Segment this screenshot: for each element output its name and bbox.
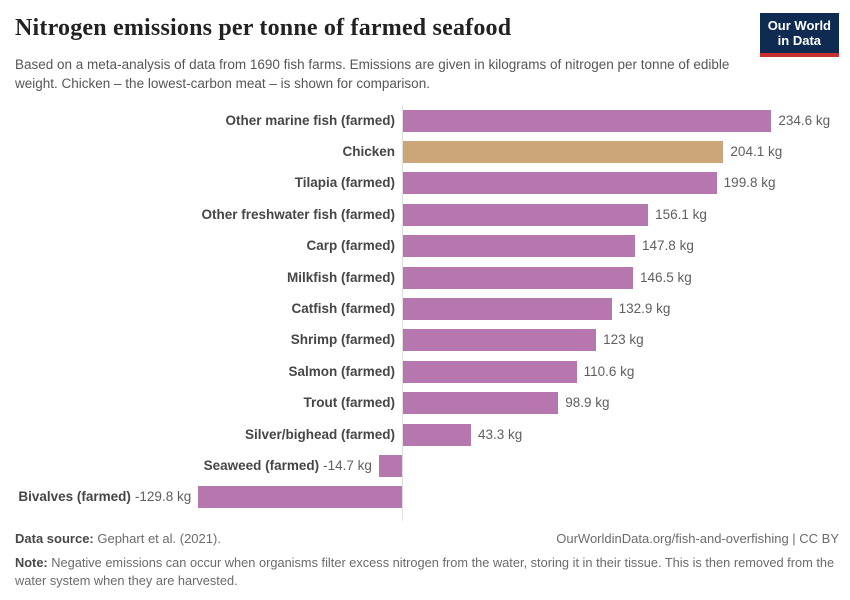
bar[interactable] <box>403 392 559 415</box>
bar[interactable] <box>403 297 612 320</box>
footer: Data source: Gephart et al. (2021). OurW… <box>15 531 839 546</box>
category-label: Carp (farmed) <box>306 238 395 254</box>
value-label: 110.6 kg <box>583 363 635 379</box>
data-source: Data source: Gephart et al. (2021). <box>15 531 221 546</box>
data-source-value: Gephart et al. (2021). <box>93 531 221 546</box>
category-label: Tilapia (farmed) <box>294 175 395 191</box>
value-label: -14.7 kg <box>323 457 372 473</box>
chart-row: Other marine fish (farmed) 234.6 kg <box>0 105 850 136</box>
footnote-text: Negative emissions can occur when organi… <box>15 555 835 589</box>
chart-row: Other freshwater fish (farmed) 156.1 kg <box>0 199 850 230</box>
bar[interactable] <box>403 203 649 226</box>
value-label: 146.5 kg <box>640 269 692 285</box>
value-label: 43.3 kg <box>477 426 523 442</box>
bar-chart: Other marine fish (farmed) 234.6 kg Chicke… <box>0 105 850 521</box>
bar[interactable] <box>403 172 717 195</box>
negative-label-group: Seaweed (farmed) -14.7 kg <box>204 455 372 477</box>
bar[interactable] <box>403 329 597 352</box>
footnote: Note: Negative emissions can occur when … <box>15 554 835 590</box>
bar[interactable] <box>403 360 577 383</box>
category-label: Chicken <box>342 143 395 159</box>
chart-row: Shrimp (farmed) 123 kg <box>0 325 850 356</box>
chart-row: Seaweed (farmed) -14.7 kg <box>0 450 850 481</box>
chart-row: Chicken 204.1 kg <box>0 136 850 167</box>
value-label: 147.8 kg <box>642 238 694 254</box>
chart-row: Silver/bighead (farmed) 43.3 kg <box>0 419 850 450</box>
chart-row: Trout (farmed) 98.9 kg <box>0 388 850 419</box>
category-label: Trout (farmed) <box>303 395 395 411</box>
value-label: 156.1 kg <box>655 206 707 222</box>
bar[interactable] <box>378 454 402 477</box>
category-label: Milkfish (farmed) <box>286 269 395 285</box>
category-label: Bivalves (farmed) <box>18 489 131 505</box>
bar[interactable] <box>403 266 633 289</box>
bar[interactable] <box>403 423 471 446</box>
chart-row: Salmon (farmed) 110.6 kg <box>0 356 850 387</box>
category-label: Shrimp (farmed) <box>290 332 395 348</box>
owid-logo: Our World in Data <box>759 13 839 57</box>
chart-row: Bivalves (farmed) -129.8 kg <box>0 482 850 513</box>
chart-title: Nitrogen emissions per tonne of farmed s… <box>15 15 512 41</box>
category-label: Silver/bighead (farmed) <box>244 426 395 442</box>
bar[interactable] <box>403 109 772 132</box>
category-label: Other marine fish (farmed) <box>225 112 395 128</box>
bar[interactable] <box>198 486 402 509</box>
footnote-label: Note: <box>15 555 48 570</box>
value-label: -129.8 kg <box>134 489 192 505</box>
category-label: Catfish (farmed) <box>291 300 395 316</box>
chart-row: Tilapia (farmed) 199.8 kg <box>0 168 850 199</box>
value-label: 132.9 kg <box>618 300 671 316</box>
value-label: 123 kg <box>603 332 644 348</box>
category-label: Seaweed (farmed) <box>203 457 320 473</box>
chart-subtitle: Based on a meta-analysis of data from 16… <box>15 57 730 92</box>
value-label: 234.6 kg <box>778 112 831 128</box>
category-label: Salmon (farmed) <box>288 363 395 379</box>
value-label: 199.8 kg <box>723 175 776 191</box>
chart-row: Carp (farmed) 147.8 kg <box>0 231 850 262</box>
chart-row: Milkfish (farmed) 146.5 kg <box>0 262 850 293</box>
owid-logo-line2: in Data <box>777 33 822 49</box>
negative-label-group: Bivalves (farmed) -129.8 kg <box>18 486 191 508</box>
axis-line <box>402 105 403 521</box>
value-label: 98.9 kg <box>565 395 610 411</box>
data-source-label: Data source: <box>15 531 94 546</box>
value-label: 204.1 kg <box>730 143 783 159</box>
bar[interactable] <box>403 235 636 258</box>
owid-cc-link[interactable]: OurWorldinData.org/fish-and-overfishing … <box>556 531 839 546</box>
owid-logo-line1: Our World <box>767 18 831 33</box>
chart-row: Catfish (farmed) 132.9 kg <box>0 293 850 324</box>
category-label: Other freshwater fish (farmed) <box>201 206 395 222</box>
bar[interactable] <box>403 140 724 163</box>
